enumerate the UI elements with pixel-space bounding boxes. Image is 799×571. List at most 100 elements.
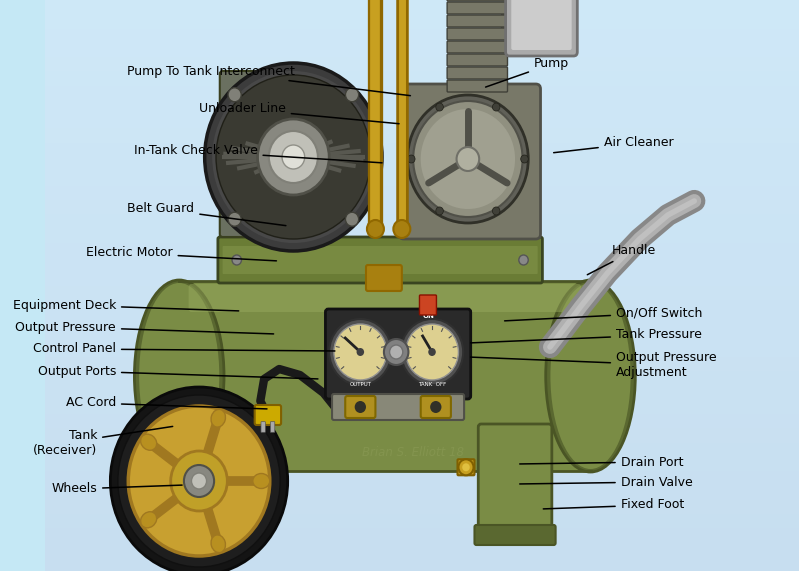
Text: Output Ports: Output Ports bbox=[38, 364, 318, 379]
Circle shape bbox=[421, 109, 515, 209]
FancyBboxPatch shape bbox=[261, 422, 265, 432]
Text: Electric Motor: Electric Motor bbox=[86, 247, 276, 261]
FancyBboxPatch shape bbox=[189, 284, 581, 312]
Bar bbox=[46, 485, 799, 500]
Bar bbox=[46, 271, 799, 286]
Text: ON: ON bbox=[423, 313, 435, 319]
Circle shape bbox=[205, 63, 382, 251]
Bar bbox=[46, 357, 799, 371]
Text: Output Pressure: Output Pressure bbox=[15, 320, 273, 334]
Circle shape bbox=[492, 103, 500, 111]
Bar bbox=[46, 557, 799, 571]
Bar bbox=[46, 57, 799, 71]
Bar bbox=[46, 0, 799, 14]
Bar bbox=[46, 214, 799, 228]
FancyBboxPatch shape bbox=[506, 0, 578, 56]
Bar bbox=[46, 257, 799, 271]
Circle shape bbox=[232, 255, 241, 265]
Circle shape bbox=[430, 401, 442, 413]
Circle shape bbox=[407, 155, 415, 163]
FancyBboxPatch shape bbox=[366, 265, 402, 291]
FancyBboxPatch shape bbox=[345, 396, 376, 418]
Circle shape bbox=[216, 75, 371, 239]
FancyBboxPatch shape bbox=[325, 309, 471, 399]
Bar bbox=[46, 228, 799, 243]
Circle shape bbox=[459, 459, 474, 475]
FancyBboxPatch shape bbox=[502, 14, 510, 30]
Ellipse shape bbox=[551, 283, 630, 469]
Circle shape bbox=[257, 119, 329, 195]
Bar bbox=[46, 171, 799, 186]
Circle shape bbox=[393, 220, 411, 238]
Bar bbox=[46, 471, 799, 485]
Text: On/Off Switch: On/Off Switch bbox=[505, 307, 702, 321]
FancyBboxPatch shape bbox=[220, 71, 306, 237]
FancyBboxPatch shape bbox=[270, 422, 275, 432]
Circle shape bbox=[192, 473, 207, 489]
Ellipse shape bbox=[141, 512, 157, 528]
Bar bbox=[46, 143, 799, 157]
Circle shape bbox=[334, 324, 387, 380]
Text: AC Cord: AC Cord bbox=[66, 396, 267, 409]
Ellipse shape bbox=[252, 473, 270, 489]
FancyBboxPatch shape bbox=[447, 28, 507, 40]
FancyBboxPatch shape bbox=[475, 525, 555, 545]
FancyBboxPatch shape bbox=[447, 54, 507, 66]
Circle shape bbox=[406, 324, 459, 380]
FancyBboxPatch shape bbox=[447, 41, 507, 53]
Bar bbox=[46, 414, 799, 428]
Bar bbox=[46, 200, 799, 214]
Circle shape bbox=[355, 401, 366, 413]
Text: Wheels: Wheels bbox=[51, 482, 182, 496]
Circle shape bbox=[435, 103, 443, 111]
FancyBboxPatch shape bbox=[223, 246, 538, 274]
Bar bbox=[46, 528, 799, 542]
Circle shape bbox=[435, 207, 443, 215]
Bar bbox=[46, 385, 799, 400]
Bar bbox=[46, 428, 799, 443]
FancyBboxPatch shape bbox=[421, 396, 451, 418]
Text: Tank
(Receiver): Tank (Receiver) bbox=[33, 427, 173, 457]
FancyBboxPatch shape bbox=[447, 67, 507, 79]
Bar bbox=[46, 443, 799, 457]
Circle shape bbox=[521, 155, 528, 163]
Circle shape bbox=[118, 395, 280, 567]
Text: Tank Pressure: Tank Pressure bbox=[471, 328, 702, 343]
Circle shape bbox=[228, 212, 241, 226]
FancyBboxPatch shape bbox=[419, 295, 436, 315]
Circle shape bbox=[492, 207, 500, 215]
FancyBboxPatch shape bbox=[177, 281, 592, 471]
Text: Control Panel: Control Panel bbox=[33, 343, 335, 356]
Bar bbox=[46, 114, 799, 128]
Circle shape bbox=[213, 71, 375, 243]
Bar bbox=[46, 500, 799, 514]
FancyBboxPatch shape bbox=[458, 459, 475, 475]
Text: Belt Guard: Belt Guard bbox=[127, 203, 286, 226]
FancyBboxPatch shape bbox=[447, 15, 507, 27]
Bar bbox=[46, 314, 799, 328]
Bar bbox=[46, 286, 799, 300]
Circle shape bbox=[345, 88, 359, 102]
Bar bbox=[46, 300, 799, 314]
FancyBboxPatch shape bbox=[255, 405, 281, 425]
Bar bbox=[46, 542, 799, 557]
FancyBboxPatch shape bbox=[447, 0, 507, 1]
Circle shape bbox=[356, 348, 364, 356]
Circle shape bbox=[367, 220, 384, 238]
Bar bbox=[46, 371, 799, 385]
Text: Equipment Deck: Equipment Deck bbox=[13, 299, 239, 312]
Text: Handle: Handle bbox=[587, 244, 655, 275]
Circle shape bbox=[407, 95, 528, 223]
Text: OUTPUT: OUTPUT bbox=[349, 382, 372, 387]
Ellipse shape bbox=[134, 280, 224, 472]
Text: Output Pressure
Adjustment: Output Pressure Adjustment bbox=[471, 351, 717, 379]
Bar bbox=[46, 243, 799, 257]
Bar bbox=[46, 328, 799, 343]
Bar bbox=[46, 157, 799, 171]
Bar bbox=[46, 343, 799, 357]
Bar bbox=[46, 186, 799, 200]
Text: Pump: Pump bbox=[486, 58, 569, 87]
Text: In-Tank Check Valve: In-Tank Check Valve bbox=[133, 144, 382, 163]
Circle shape bbox=[413, 101, 523, 217]
Text: Pump To Tank Interconnect: Pump To Tank Interconnect bbox=[127, 65, 411, 96]
